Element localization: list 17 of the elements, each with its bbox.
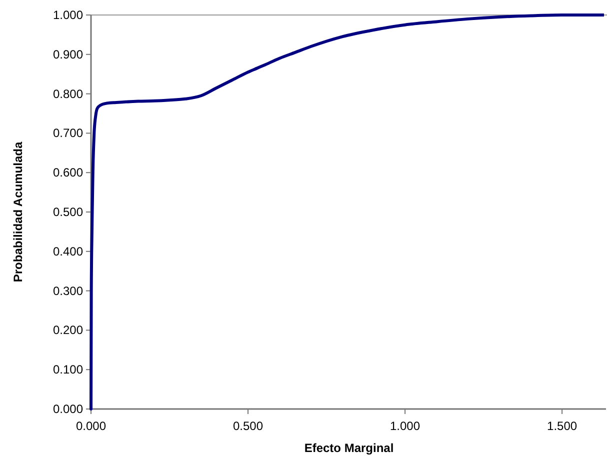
y-tick-label: 0.400 xyxy=(52,244,84,258)
x-tick-label: 1.500 xyxy=(547,419,578,433)
x-tick-label: 0.500 xyxy=(232,419,264,433)
y-tick-label: 0.100 xyxy=(52,362,84,377)
y-tick-label: 0.700 xyxy=(52,126,84,140)
y-tick-label: 0.600 xyxy=(52,166,84,180)
y-tick-label: 0.300 xyxy=(52,284,84,298)
x-tick-label: 1.000 xyxy=(390,419,420,433)
x-tick-label: 0.000 xyxy=(76,419,106,433)
y-tick-label: 0.200 xyxy=(52,323,84,338)
y-tick-label: 0.000 xyxy=(52,402,84,416)
y-tick-label: 1.000 xyxy=(52,8,84,22)
y-tick-label: 0.900 xyxy=(52,47,84,62)
y-tick-label: 0.800 xyxy=(52,86,84,101)
y-tick-label: 0.500 xyxy=(52,205,84,219)
y-axis-title: Probabilidad Acumulada xyxy=(11,142,25,282)
x-axis-title: Efecto Marginal xyxy=(304,441,394,455)
